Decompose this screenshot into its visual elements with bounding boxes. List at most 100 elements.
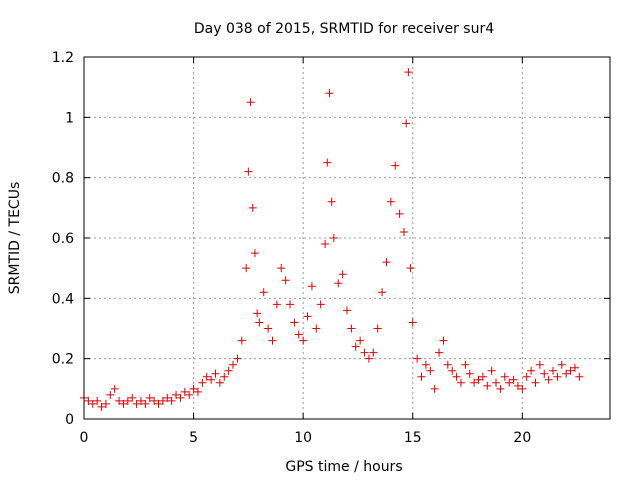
data-point — [500, 372, 509, 381]
data-point — [492, 378, 501, 387]
chart-title: Day 038 of 2015, SRMTID for receiver sur… — [194, 21, 494, 37]
data-point — [443, 360, 452, 369]
y-tick-label: 0.4 — [52, 291, 74, 307]
data-point — [402, 119, 411, 128]
data-point — [128, 393, 137, 402]
data-point — [141, 399, 150, 408]
data-point — [211, 369, 220, 378]
data-point — [496, 384, 505, 393]
data-point — [294, 330, 303, 339]
data-point — [483, 381, 492, 390]
data-point — [531, 378, 540, 387]
data-point — [575, 372, 584, 381]
data-point — [347, 324, 356, 333]
axis-ticks: 0 0.2 0.4 0.6 0.8 1 1.2 0 5 10 15 20 — [52, 50, 610, 446]
data-point — [474, 375, 483, 384]
data-point — [386, 197, 395, 206]
data-point — [101, 399, 110, 408]
data-point — [185, 390, 194, 399]
x-tick-label: 5 — [189, 430, 198, 446]
data-point — [215, 378, 224, 387]
data-point — [167, 396, 176, 405]
data-point — [145, 393, 154, 402]
data-point — [461, 360, 470, 369]
data-point — [229, 360, 238, 369]
data-point — [518, 384, 527, 393]
data-point — [84, 396, 93, 405]
data-point — [272, 300, 281, 309]
data-point — [299, 336, 308, 345]
data-point — [399, 227, 408, 236]
data-point — [106, 390, 115, 399]
data-point — [220, 372, 229, 381]
data-point — [97, 402, 106, 411]
data-point — [408, 318, 417, 327]
data-point — [264, 324, 273, 333]
data-point — [286, 300, 295, 309]
x-tick-label: 15 — [404, 430, 422, 446]
data-point — [303, 312, 312, 321]
data-point — [154, 399, 163, 408]
data-point — [189, 384, 198, 393]
data-point — [421, 360, 430, 369]
data-point — [430, 384, 439, 393]
data-point — [426, 366, 435, 375]
data-point — [202, 372, 211, 381]
x-tick-label: 0 — [80, 430, 89, 446]
data-point — [88, 399, 97, 408]
data-point — [193, 387, 202, 396]
data-point — [136, 396, 145, 405]
x-tick-label: 10 — [294, 430, 312, 446]
data-point — [259, 288, 268, 297]
y-tick-label: 0.8 — [52, 171, 74, 187]
data-point — [150, 396, 159, 405]
data-point — [93, 396, 102, 405]
y-tick-label: 0.6 — [52, 231, 74, 247]
data-point — [360, 348, 369, 357]
data-point — [327, 197, 336, 206]
y-tick-label: 0 — [65, 412, 74, 428]
data-point — [369, 348, 378, 357]
data-point — [176, 393, 185, 402]
data-point — [250, 249, 259, 258]
data-point — [395, 209, 404, 218]
y-axis-label: SRMTID / TECUs — [7, 182, 23, 295]
data-point — [244, 167, 253, 176]
data-point — [478, 372, 487, 381]
x-axis-label: GPS time / hours — [285, 459, 402, 475]
data-point — [158, 396, 167, 405]
data-point — [356, 336, 365, 345]
data-point — [325, 89, 334, 98]
data-point — [277, 264, 286, 273]
data-point — [373, 324, 382, 333]
data-point — [470, 378, 479, 387]
data-point — [237, 336, 246, 345]
data-point — [544, 375, 553, 384]
data-point — [351, 342, 360, 351]
data-point — [242, 264, 251, 273]
data-point — [163, 393, 172, 402]
data-point — [207, 375, 216, 384]
data-point — [417, 372, 426, 381]
data-point — [364, 354, 373, 363]
data-point — [316, 300, 325, 309]
y-tick-label: 0.2 — [52, 352, 74, 368]
data-point — [448, 366, 457, 375]
data-point — [110, 384, 119, 393]
data-point — [268, 336, 277, 345]
data-point — [312, 324, 321, 333]
data-point — [505, 378, 514, 387]
data-point — [255, 318, 264, 327]
data-point — [290, 318, 299, 327]
data-point — [172, 390, 181, 399]
data-point — [115, 396, 124, 405]
data-point — [404, 68, 413, 77]
data-point — [535, 360, 544, 369]
data-point — [246, 98, 255, 107]
data-point — [123, 396, 132, 405]
data-point — [248, 203, 257, 212]
grid — [84, 57, 610, 419]
data-point — [391, 161, 400, 170]
